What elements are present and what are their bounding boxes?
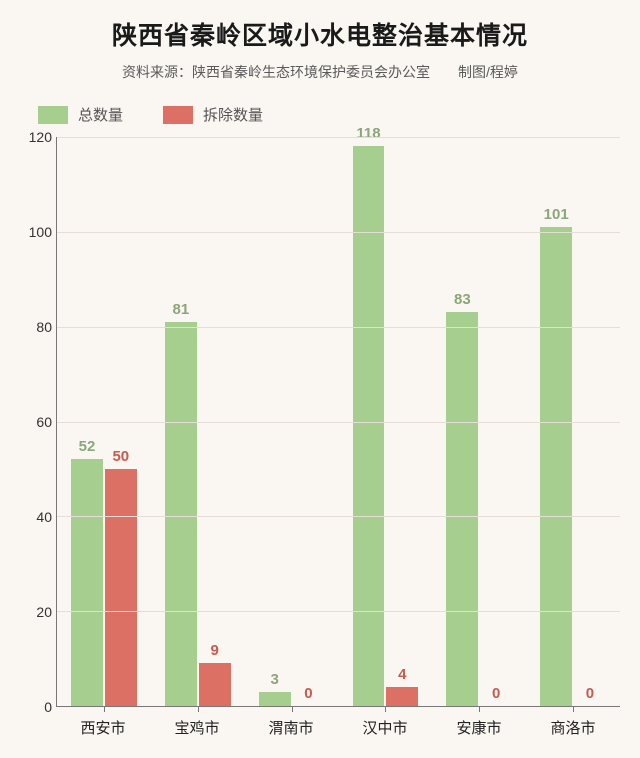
bar-label-total: 101 [544, 206, 569, 223]
bar-label-removed: 50 [112, 448, 129, 465]
x-tick-label: 汉中市 [338, 707, 432, 747]
grid-line [57, 422, 620, 423]
grid-line [57, 327, 620, 328]
x-tick-label: 西安市 [56, 707, 150, 747]
bar-label-total: 83 [454, 291, 471, 308]
bar-label-removed: 4 [398, 666, 406, 683]
grid-line [57, 137, 620, 138]
bar-label-total: 52 [79, 438, 96, 455]
legend-label-total: 总数量 [78, 104, 123, 125]
bar-label-total: 3 [271, 671, 279, 688]
legend-item-removed: 拆除数量 [163, 104, 263, 125]
y-tick-label: 120 [29, 129, 52, 145]
bar-label-removed: 0 [304, 685, 312, 702]
legend-item-total: 总数量 [38, 104, 123, 125]
bar-total [353, 146, 385, 706]
source-row: 资料来源：陕西省秦岭生态环境保护委员会办公室 制图/程婷 [20, 62, 620, 82]
bar-total [259, 692, 291, 706]
bar-total [446, 312, 478, 706]
bar-total [165, 322, 197, 706]
bar-label-removed: 0 [586, 685, 594, 702]
grid-line [57, 611, 620, 612]
chart: 020406080100120 52508193011848301010 西安市… [20, 137, 620, 747]
bar-removed [386, 687, 418, 706]
y-axis: 020406080100120 [20, 137, 56, 707]
y-tick-label: 100 [29, 224, 52, 240]
plot-area: 52508193011848301010 [56, 137, 620, 707]
x-tick-label: 商洛市 [526, 707, 620, 747]
legend-swatch-removed [163, 106, 193, 124]
bar-removed [105, 469, 137, 706]
bar-label-total: 118 [356, 125, 380, 142]
y-tick-label: 60 [36, 414, 52, 430]
y-tick-label: 40 [36, 509, 52, 525]
bar-label-removed: 9 [210, 642, 218, 659]
grid-line [57, 516, 620, 517]
x-tick-label: 安康市 [432, 707, 526, 747]
bar-total [71, 459, 103, 706]
credit-label: 制图/程婷 [458, 64, 518, 80]
source-label: 资料来源：陕西省秦岭生态环境保护委员会办公室 [122, 64, 430, 80]
y-tick-label: 80 [36, 319, 52, 335]
x-tick-label: 渭南市 [244, 707, 338, 747]
legend-swatch-total [38, 106, 68, 124]
page-title: 陕西省秦岭区域小水电整治基本情况 [20, 16, 620, 52]
bar-label-total: 81 [173, 301, 190, 318]
legend-label-removed: 拆除数量 [203, 104, 263, 125]
grid-line [57, 232, 620, 233]
bar-total [540, 227, 572, 706]
legend: 总数量 拆除数量 [38, 104, 620, 125]
y-tick-label: 20 [36, 604, 52, 620]
x-tick-label: 宝鸡市 [150, 707, 244, 747]
bar-label-removed: 0 [492, 685, 500, 702]
bar-removed [199, 663, 231, 706]
y-tick-label: 0 [44, 699, 52, 715]
x-axis: 西安市宝鸡市渭南市汉中市安康市商洛市 [56, 707, 620, 747]
